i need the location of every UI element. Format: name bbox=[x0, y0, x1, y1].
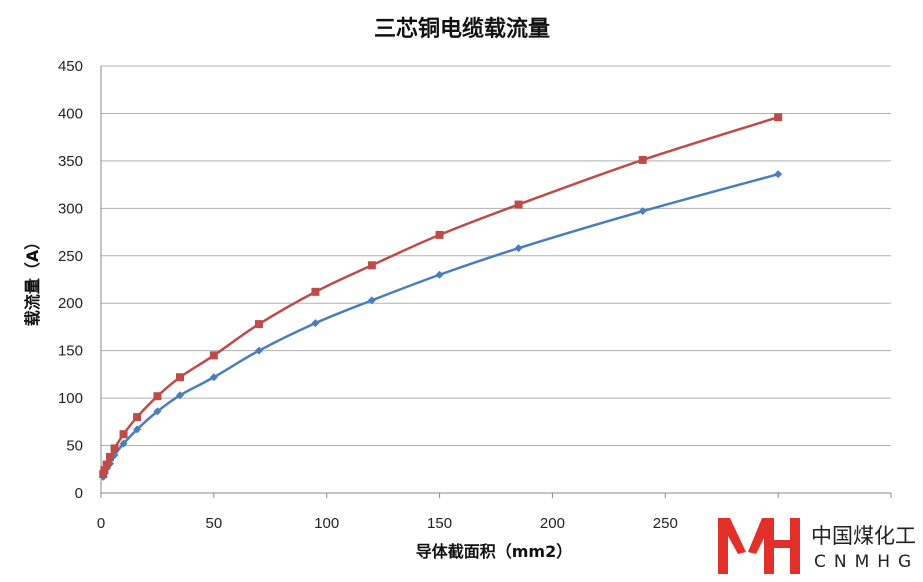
axes bbox=[100, 66, 892, 498]
x-tick-label-50: 50 bbox=[206, 515, 223, 532]
series-1-point-150 bbox=[435, 270, 444, 279]
series-1-point-300 bbox=[774, 170, 783, 179]
series-2-line bbox=[102, 116, 779, 475]
y-tick-label-50: 50 bbox=[66, 438, 83, 455]
x-tick-label-150: 150 bbox=[427, 515, 452, 532]
series-2-point-2.5 bbox=[102, 460, 111, 469]
y-axis-label: 载流量（A） bbox=[23, 234, 42, 326]
series-2-point-240 bbox=[638, 155, 647, 164]
series-1-point-240 bbox=[638, 207, 647, 216]
x-tick-label-250: 250 bbox=[653, 515, 678, 532]
x-tick-label-100: 100 bbox=[314, 515, 339, 532]
y-tick-label-150: 150 bbox=[58, 343, 83, 360]
series-1-point-16 bbox=[133, 425, 142, 434]
series-1-point-185 bbox=[514, 244, 523, 253]
y-tick-label-350: 350 bbox=[58, 153, 83, 170]
series-1-line bbox=[102, 172, 779, 478]
watermark-name-en: CNMHG bbox=[814, 552, 920, 572]
y-tick-label-450: 450 bbox=[58, 58, 83, 75]
series-2-point-150 bbox=[435, 230, 444, 239]
watermark-logo: 中国煤化工 CNMHG bbox=[716, 514, 921, 578]
series-2-point-4 bbox=[106, 452, 115, 461]
x-tick-label-200: 200 bbox=[540, 515, 565, 532]
data-series bbox=[99, 113, 783, 481]
y-tick-label-250: 250 bbox=[58, 248, 83, 265]
y-tick-label-100: 100 bbox=[58, 390, 83, 407]
series-1-point-35 bbox=[176, 391, 184, 400]
watermark-name-cn: 中国煤化工 bbox=[811, 524, 916, 548]
series-2-point-300 bbox=[774, 113, 783, 122]
series-2-point-10 bbox=[119, 430, 128, 439]
y-tick-labels: 0 50 100 150 200 250 300 350 400 450 bbox=[58, 58, 83, 502]
series-1 bbox=[99, 170, 783, 481]
series-2-point-95 bbox=[311, 287, 320, 296]
series-2-point-50 bbox=[209, 351, 218, 360]
y-tick-label-0: 0 bbox=[75, 485, 83, 502]
chart-title: 三芯铜电缆载流量 bbox=[374, 16, 550, 42]
series-1-point-50 bbox=[209, 373, 218, 382]
y-tick-label-400: 400 bbox=[58, 105, 83, 122]
series-1-point-120 bbox=[367, 296, 376, 305]
series-1-point-10 bbox=[119, 439, 128, 448]
series-2 bbox=[99, 113, 783, 479]
series-2-point-16 bbox=[133, 413, 142, 422]
x-axis-label: 导体截面积（mm2） bbox=[416, 542, 572, 561]
mh-logo-icon bbox=[718, 518, 800, 574]
series-2-point-6 bbox=[110, 444, 119, 453]
series-1-point-25 bbox=[153, 407, 162, 416]
y-tick-label-200: 200 bbox=[58, 295, 83, 312]
series-2-point-185 bbox=[514, 200, 523, 209]
series-2-point-120 bbox=[367, 261, 376, 270]
y-tick-label-300: 300 bbox=[58, 200, 83, 217]
series-1-point-70 bbox=[255, 346, 263, 355]
series-2-point-1.5 bbox=[100, 466, 109, 475]
x-tick-label-0: 0 bbox=[97, 515, 105, 532]
series-1-point-95 bbox=[311, 319, 320, 328]
series-2-point-70 bbox=[255, 320, 263, 329]
series-2-point-35 bbox=[176, 373, 184, 382]
series-2-point-25 bbox=[153, 392, 162, 401]
